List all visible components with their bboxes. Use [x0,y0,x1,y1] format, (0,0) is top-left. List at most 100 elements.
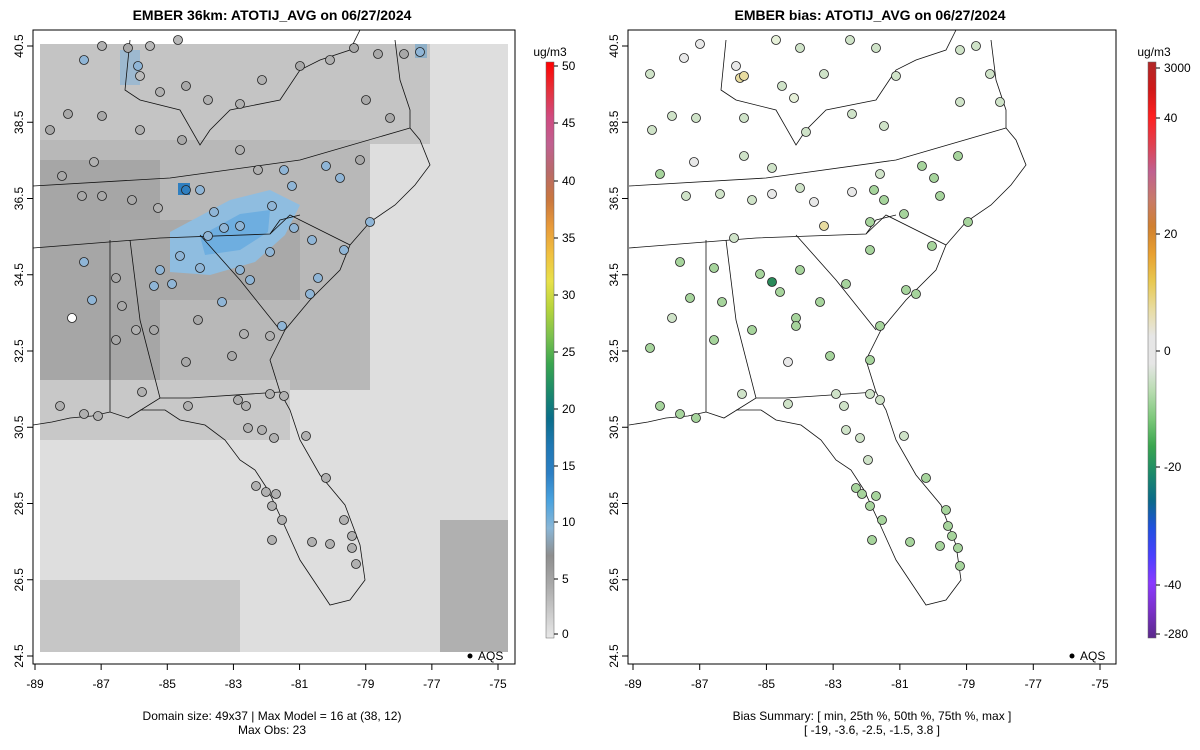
left-x-tick-label: -87 [92,677,110,691]
right-aqs-station-marker [995,97,1005,107]
right-aqs-station-marker [905,537,915,547]
left-aqs-station-marker [321,473,331,483]
left-aqs-stations [45,35,425,569]
left-aqs-station-marker [385,113,395,123]
right-aqs-station-marker [647,125,657,135]
left-aqs-station-marker [117,301,127,311]
left-aqs-station-marker [279,391,289,401]
left-aqs-station-marker [361,95,371,105]
right-y-tick-label: 32.5 [607,339,621,363]
right-aqs-station-marker [775,287,785,297]
left-y-tick-label: 40.5 [12,34,26,58]
left-y-tick-label: 24.5 [12,644,26,668]
left-aqs-station-marker [77,191,87,201]
right-colorbar-unit: ug/m3 [1137,45,1171,59]
left-colorbar-tick-label: 15 [562,459,576,473]
left-aqs-station-marker [267,201,277,211]
left-aqs-station-marker [193,315,203,325]
right-aqs-station-marker [855,433,865,443]
left-colorbar-tick-label: 40 [562,174,576,188]
left-aqs-station-marker [79,257,89,267]
right-colorbar-ramp [1147,61,1157,639]
right-x-tick-label: -77 [1025,677,1043,691]
right-aqs-station-marker [675,409,685,419]
right-y-tick-label: 24.5 [607,644,621,668]
left-aqs-station-marker [289,223,299,233]
left-aqs-station-marker [145,41,155,51]
left-aqs-station-marker [307,235,317,245]
left-aqs-station-marker [245,275,255,285]
right-aqs-stations [645,35,1005,571]
right-aqs-station-marker [877,515,887,525]
right-aqs-station-marker [737,389,747,399]
left-aqs-station-marker [55,401,65,411]
left-plot-frame [32,29,516,665]
right-colorbar-tick-label: -40 [1164,578,1182,592]
right-aqs-station-marker [955,561,965,571]
left-aqs-station-marker [137,387,147,397]
right-aqs-station-marker [911,289,921,299]
left-aqs-station-marker [217,297,227,307]
right-plot-frame [627,29,1117,665]
left-aqs-station-marker [131,325,141,335]
right-aqs-station-marker [783,357,793,367]
right-aqs-station-marker [953,151,963,161]
right-aqs-station-marker [771,35,781,45]
right-aqs-station-marker [791,321,801,331]
right-aqs-station-marker [839,401,849,411]
left-aqs-station-marker [339,245,349,255]
left-aqs-station-marker [79,409,89,419]
left-aqs-station-marker [267,501,277,511]
right-aqs-station-marker [845,35,855,45]
left-colorbar-tick-label: 25 [562,345,576,359]
aqs-legend-marker [467,653,473,659]
left-caption-line1: Domain size: 49x37 | Max Model = 16 at (… [143,709,402,723]
right-aqs-station-marker [871,43,881,53]
right-aqs-station-marker [927,241,937,251]
right-aqs-station-marker [815,297,825,307]
left-aqs-station-marker [325,55,335,65]
right-aqs-station-marker [717,297,727,307]
left-aqs-station-marker [203,231,213,241]
right-aqs-station-marker [867,535,877,545]
right-aqs-station-marker [767,277,777,287]
right-aqs-station-marker [655,401,665,411]
right-aqs-station-marker [809,197,819,207]
left-map-title: EMBER 36km: ATOTIJ_AVG on 06/27/2024 [133,7,412,23]
left-y-tick-label: 28.5 [12,491,26,515]
left-aqs-station-marker [181,185,191,195]
left-aqs-station-marker [373,49,383,59]
left-aqs-station-marker [149,325,159,335]
right-aqs-station-marker [655,169,665,179]
right-aqs-station-marker [869,185,879,195]
right-aqs-station-marker [731,61,741,71]
right-aqs-station-marker [767,189,777,199]
left-x-axis: -89 -87 -85 -83 -81 -79 -77 -75 [26,664,507,691]
left-aqs-station-marker [67,313,77,323]
left-colorbar-ramp [545,61,555,639]
right-legend-label: AQS [1080,649,1105,663]
right-aqs-station-marker [935,191,945,201]
left-aqs-station-marker [277,515,287,525]
left-aqs-station-marker [149,281,159,291]
left-colorbar-tick-label: 30 [562,288,576,302]
left-aqs-station-marker [349,43,359,53]
left-aqs-station-marker [347,543,357,553]
left-aqs-station-marker [233,395,243,405]
left-colorbar-tick-label: 50 [562,59,576,73]
right-y-tick-label: 40.5 [607,34,621,58]
right-aqs-station-marker [777,81,787,91]
left-aqs-station-marker [155,87,165,97]
left-aqs-station-marker [257,425,267,435]
left-colorbar-tick-label: 10 [562,515,576,529]
right-aqs-station-marker [729,233,739,243]
left-aqs-station-marker [235,265,245,275]
left-aqs-station-marker [351,559,361,569]
left-colorbar-tick-label: 20 [562,402,576,416]
right-aqs-station-marker [899,209,909,219]
right-colorbar-tick-label: -280 [1164,627,1188,641]
left-aqs-station-marker [135,125,145,135]
right-aqs-station-marker [879,195,889,205]
left-aqs-station-marker [267,535,277,545]
right-aqs-station-marker [789,93,799,103]
